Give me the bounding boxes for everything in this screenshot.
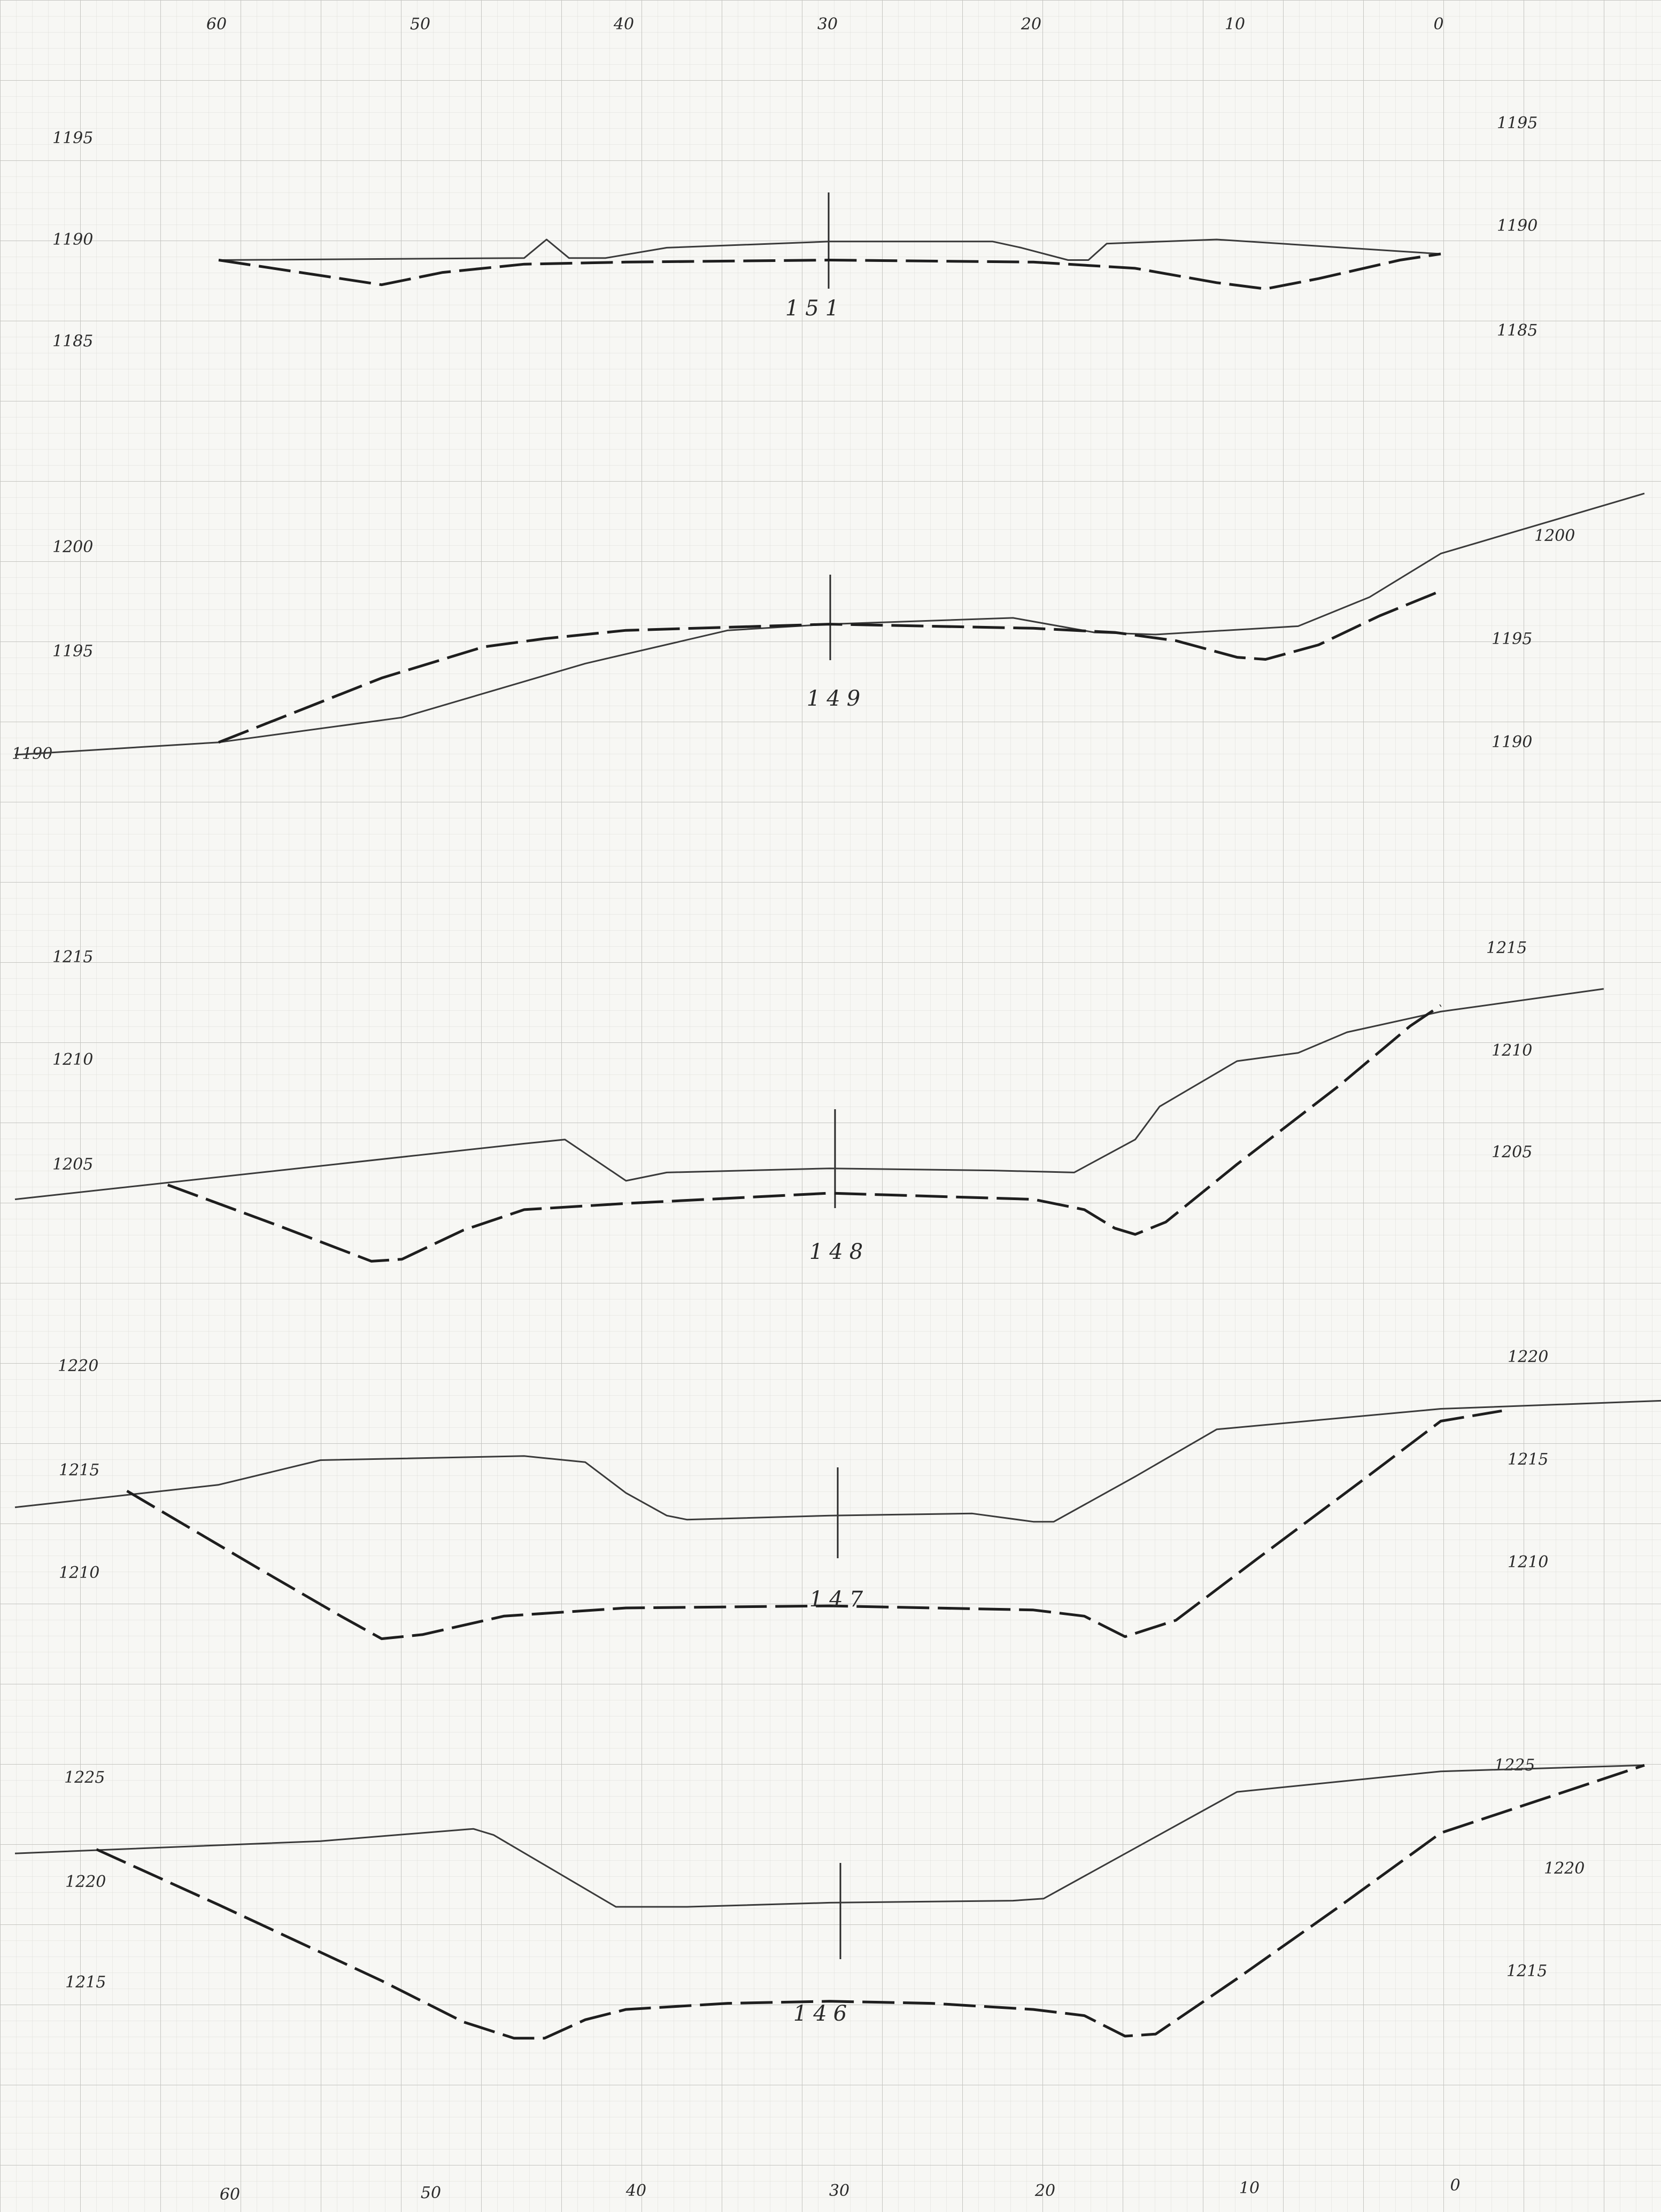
right-elevation-label: 1215 xyxy=(1486,939,1527,957)
right-elevation-label: 1190 xyxy=(1497,216,1538,235)
left-elevation-label: 1220 xyxy=(65,1873,106,1891)
design-grade-line xyxy=(126,1409,1502,1641)
bottom-axis-label: 40 xyxy=(625,2182,646,2200)
top-axis-label: 10 xyxy=(1225,15,1245,34)
left-elevation-label: 1215 xyxy=(52,948,93,966)
top-axis-label: 0 xyxy=(1433,15,1443,34)
left-elevation-label: 1185 xyxy=(52,332,93,351)
section-147: 1220 1215 1210 1220 1215 1210 147 xyxy=(14,1348,1661,1641)
top-axis-label: 20 xyxy=(1021,15,1041,34)
left-elevation-label: 1215 xyxy=(65,1973,106,1992)
design-grade-line xyxy=(167,1004,1442,1263)
top-axis-label: 60 xyxy=(206,15,227,34)
right-elevation-label: 1220 xyxy=(1544,1859,1585,1878)
bottom-axis-label: 10 xyxy=(1239,2179,1260,2198)
right-elevation-label: 1195 xyxy=(1497,114,1538,133)
design-grade-line xyxy=(218,252,1441,290)
bottom-axis-label: 20 xyxy=(1034,2182,1055,2200)
section-number-label: 146 xyxy=(793,2001,853,2026)
right-elevation-label: 1185 xyxy=(1497,321,1538,340)
section-number-label: 151 xyxy=(785,296,845,321)
bottom-axis-label: 30 xyxy=(829,2182,849,2200)
right-elevation-label: 1200 xyxy=(1534,527,1575,545)
top-station-axis: 60 50 40 30 20 10 0 xyxy=(206,15,1444,34)
right-elevation-label: 1215 xyxy=(1508,1450,1548,1469)
top-axis-label: 40 xyxy=(613,15,634,34)
existing-ground-line xyxy=(14,1399,1661,1523)
section-151: 1195 1190 1185 1195 1190 1185 151 xyxy=(52,114,1538,351)
existing-ground-line xyxy=(218,238,1441,261)
left-elevation-label: 1210 xyxy=(59,1564,99,1582)
left-elevation-label: 1205 xyxy=(52,1155,93,1174)
section-number-label: 149 xyxy=(807,686,867,711)
right-elevation-label: 1195 xyxy=(1492,630,1532,648)
left-elevation-label: 1225 xyxy=(64,1768,105,1787)
section-148: 1215 1210 1205 1215 1210 1205 148 xyxy=(14,939,1604,1264)
left-elevation-label: 1200 xyxy=(52,538,93,556)
top-axis-label: 30 xyxy=(817,15,838,34)
right-elevation-label: 1225 xyxy=(1494,1756,1535,1775)
top-axis-label: 50 xyxy=(410,15,430,34)
left-elevation-label: 1195 xyxy=(52,642,93,661)
existing-ground-line xyxy=(14,1764,1645,1908)
existing-ground-line xyxy=(14,988,1604,1201)
design-grade-line xyxy=(218,590,1441,744)
left-elevation-label: 1195 xyxy=(52,129,93,148)
existing-ground-line xyxy=(14,492,1645,756)
right-elevation-label: 1215 xyxy=(1507,1962,1547,1981)
section-149: 1200 1195 1190 1200 1195 1190 149 xyxy=(12,492,1645,763)
right-elevation-label: 1210 xyxy=(1508,1553,1548,1572)
section-number-label: 148 xyxy=(809,1240,869,1264)
bottom-station-axis: 60 50 40 30 20 10 0 xyxy=(220,2176,1461,2204)
section-146: 1225 1220 1215 1225 1220 1215 146 xyxy=(14,1756,1645,2040)
design-grade-line xyxy=(96,1764,1645,2040)
right-elevation-label: 1220 xyxy=(1508,1348,1548,1366)
left-elevation-label: 1215 xyxy=(59,1461,99,1480)
right-elevation-label: 1190 xyxy=(1492,733,1532,752)
left-elevation-label: 1220 xyxy=(58,1357,98,1375)
section-number-label: 147 xyxy=(809,1587,869,1612)
bottom-axis-label: 50 xyxy=(421,2184,441,2202)
left-elevation-label: 1190 xyxy=(52,230,93,249)
left-elevation-label: 1210 xyxy=(52,1050,93,1069)
bottom-axis-label: 60 xyxy=(220,2185,240,2204)
right-elevation-label: 1210 xyxy=(1492,1041,1532,1060)
bottom-axis-label: 0 xyxy=(1450,2176,1460,2195)
right-elevation-label: 1205 xyxy=(1492,1143,1532,1162)
